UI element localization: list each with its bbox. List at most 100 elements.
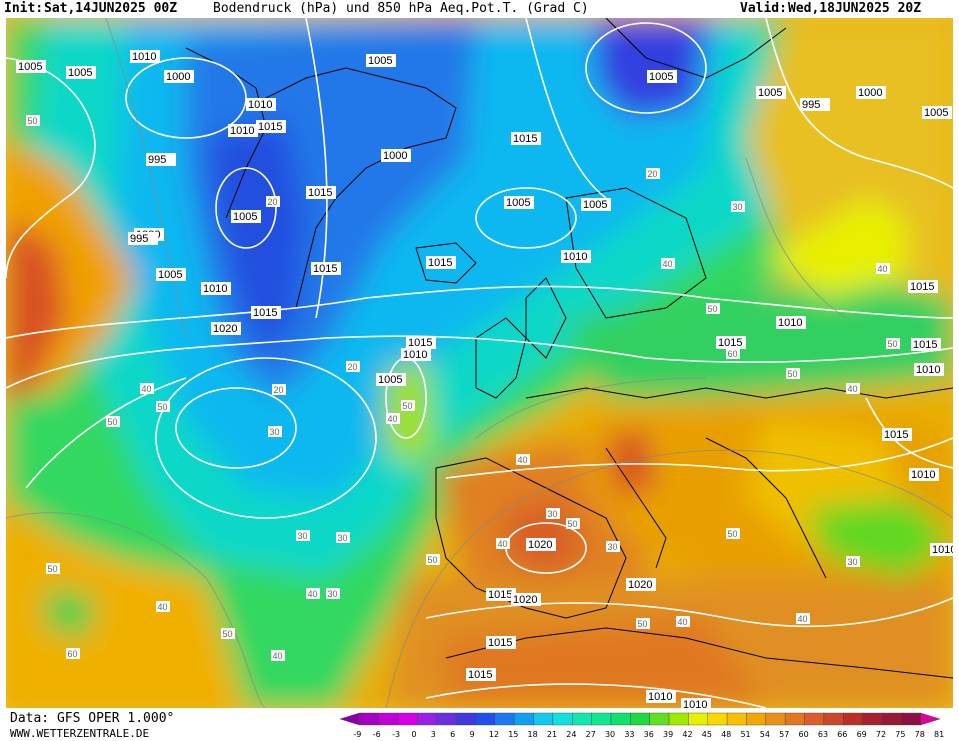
legend-swatch bbox=[591, 712, 612, 726]
legend-swatch bbox=[552, 712, 573, 726]
pressure-label: 1000 bbox=[856, 86, 886, 99]
legend-swatch bbox=[533, 712, 554, 726]
thetae-label: 40 bbox=[846, 383, 860, 394]
svg-text:1005: 1005 bbox=[649, 71, 673, 83]
svg-text:1020: 1020 bbox=[628, 579, 652, 591]
legend-swatch bbox=[804, 712, 825, 726]
legend-tick: 9 bbox=[469, 730, 474, 739]
pressure-label: 1010 bbox=[909, 468, 939, 481]
svg-text:1005: 1005 bbox=[68, 67, 92, 79]
legend-swatch bbox=[726, 712, 747, 726]
svg-text:50: 50 bbox=[428, 555, 438, 565]
pressure-label: 1015 bbox=[486, 588, 516, 601]
thetae-label: 30 bbox=[296, 530, 310, 541]
thetae-label: 30 bbox=[268, 426, 282, 437]
thetae-label: 30 bbox=[326, 588, 340, 599]
svg-text:1015: 1015 bbox=[718, 337, 742, 349]
thetae-label: 40 bbox=[306, 588, 320, 599]
legend-tick: 51 bbox=[740, 730, 750, 739]
svg-text:50: 50 bbox=[158, 402, 168, 412]
thetae-label: 30 bbox=[606, 541, 620, 552]
pressure-label: 1015 bbox=[511, 132, 541, 145]
svg-text:1015: 1015 bbox=[313, 263, 337, 275]
pressure-label: 1000 bbox=[164, 70, 194, 83]
pressure-label: 1010 bbox=[130, 50, 160, 63]
legend-swatch bbox=[746, 712, 767, 726]
legend-swatch bbox=[339, 712, 360, 726]
thetae-label: 50 bbox=[106, 416, 120, 427]
svg-text:1010: 1010 bbox=[230, 125, 254, 137]
svg-text:1005: 1005 bbox=[583, 199, 607, 211]
svg-text:40: 40 bbox=[878, 264, 888, 274]
footer-bar: Data: GFS OPER 1.000° WWW.WETTERZENTRALE… bbox=[0, 708, 959, 741]
pressure-label: 1010 bbox=[646, 690, 676, 703]
svg-text:1005: 1005 bbox=[18, 61, 42, 73]
thetae-label: 40 bbox=[140, 383, 154, 394]
thetae-label: 30 bbox=[731, 201, 745, 212]
svg-text:30: 30 bbox=[608, 542, 618, 552]
thetae-label: 20 bbox=[646, 168, 660, 179]
svg-text:1000: 1000 bbox=[858, 87, 882, 99]
svg-text:30: 30 bbox=[338, 533, 348, 543]
pressure-label: 1010 bbox=[246, 98, 276, 111]
thetae-label: 30 bbox=[546, 508, 560, 519]
svg-text:20: 20 bbox=[268, 197, 278, 207]
pressure-label: 1015 bbox=[306, 186, 336, 199]
legend-swatch bbox=[436, 712, 457, 726]
thetae-label: 20 bbox=[272, 384, 286, 395]
pressure-label: 1015 bbox=[426, 256, 456, 269]
pressure-label: 1005 bbox=[366, 54, 396, 67]
thetae-label: 40 bbox=[271, 650, 285, 661]
pressure-label: 1005 bbox=[376, 373, 406, 386]
svg-text:40: 40 bbox=[663, 259, 673, 269]
thetae-label: 40 bbox=[156, 601, 170, 612]
legend-tick: 57 bbox=[779, 730, 789, 739]
legend-swatch bbox=[630, 712, 650, 726]
map-title: Bodendruck (hPa) und 850 hPa Aeq.Pot.T. … bbox=[213, 1, 589, 16]
svg-text:1015: 1015 bbox=[253, 307, 277, 319]
pressure-labels: 1010100510001005995100099510051005101010… bbox=[16, 50, 953, 708]
legend-tick: 27 bbox=[586, 730, 596, 739]
svg-text:1000: 1000 bbox=[166, 71, 190, 83]
svg-text:20: 20 bbox=[648, 169, 658, 179]
pressure-label: 1015 bbox=[311, 262, 341, 275]
legend-tick: 78 bbox=[915, 730, 925, 739]
svg-text:40: 40 bbox=[158, 602, 168, 612]
pressure-label: 1015 bbox=[406, 336, 436, 349]
coastlines bbox=[185, 18, 953, 679]
pressure-label: 1005 bbox=[922, 106, 952, 119]
legend-swatch bbox=[378, 712, 399, 726]
svg-text:20: 20 bbox=[348, 362, 358, 372]
svg-text:1015: 1015 bbox=[258, 121, 282, 133]
thetae-label: 50 bbox=[426, 554, 440, 565]
data-source: Data: GFS OPER 1.000° bbox=[10, 711, 175, 726]
svg-text:50: 50 bbox=[888, 339, 898, 349]
pressure-label: 995 bbox=[146, 153, 176, 166]
legend-swatch bbox=[397, 712, 418, 726]
svg-text:50: 50 bbox=[568, 519, 578, 529]
svg-text:50: 50 bbox=[48, 564, 58, 574]
svg-text:40: 40 bbox=[678, 617, 688, 627]
legend-tick: 48 bbox=[721, 730, 731, 739]
thetae-labels: 50 40 30 20 30 20 50 40 30 20 50 40 50 40 30 50 60 50 40 50… bbox=[26, 115, 900, 661]
svg-text:1005: 1005 bbox=[378, 374, 402, 386]
thetae-label: 20 bbox=[346, 361, 360, 372]
svg-text:1015: 1015 bbox=[913, 339, 937, 351]
svg-text:50: 50 bbox=[728, 529, 738, 539]
pressure-label: 1010 bbox=[930, 543, 953, 556]
pressure-label: 1005 bbox=[16, 60, 46, 73]
thetae-label: 50 bbox=[706, 303, 720, 314]
pressure-label: 1010 bbox=[201, 282, 231, 295]
legend-swatch bbox=[610, 712, 631, 726]
svg-text:1020: 1020 bbox=[213, 323, 237, 335]
header-bar: Init: Sat,14JUN2025 00Z Bodendruck (hPa)… bbox=[0, 0, 959, 18]
pressure-label: 1010 bbox=[561, 250, 591, 263]
svg-text:1020: 1020 bbox=[528, 539, 552, 551]
legend-tick: -9 bbox=[353, 730, 361, 739]
legend-tick: 0 bbox=[411, 730, 416, 739]
pressure-label: 1015 bbox=[256, 120, 286, 133]
thetae-label: 20 bbox=[266, 196, 280, 207]
thetae-label: 60 bbox=[66, 648, 80, 659]
legend-tick: 54 bbox=[760, 730, 770, 739]
